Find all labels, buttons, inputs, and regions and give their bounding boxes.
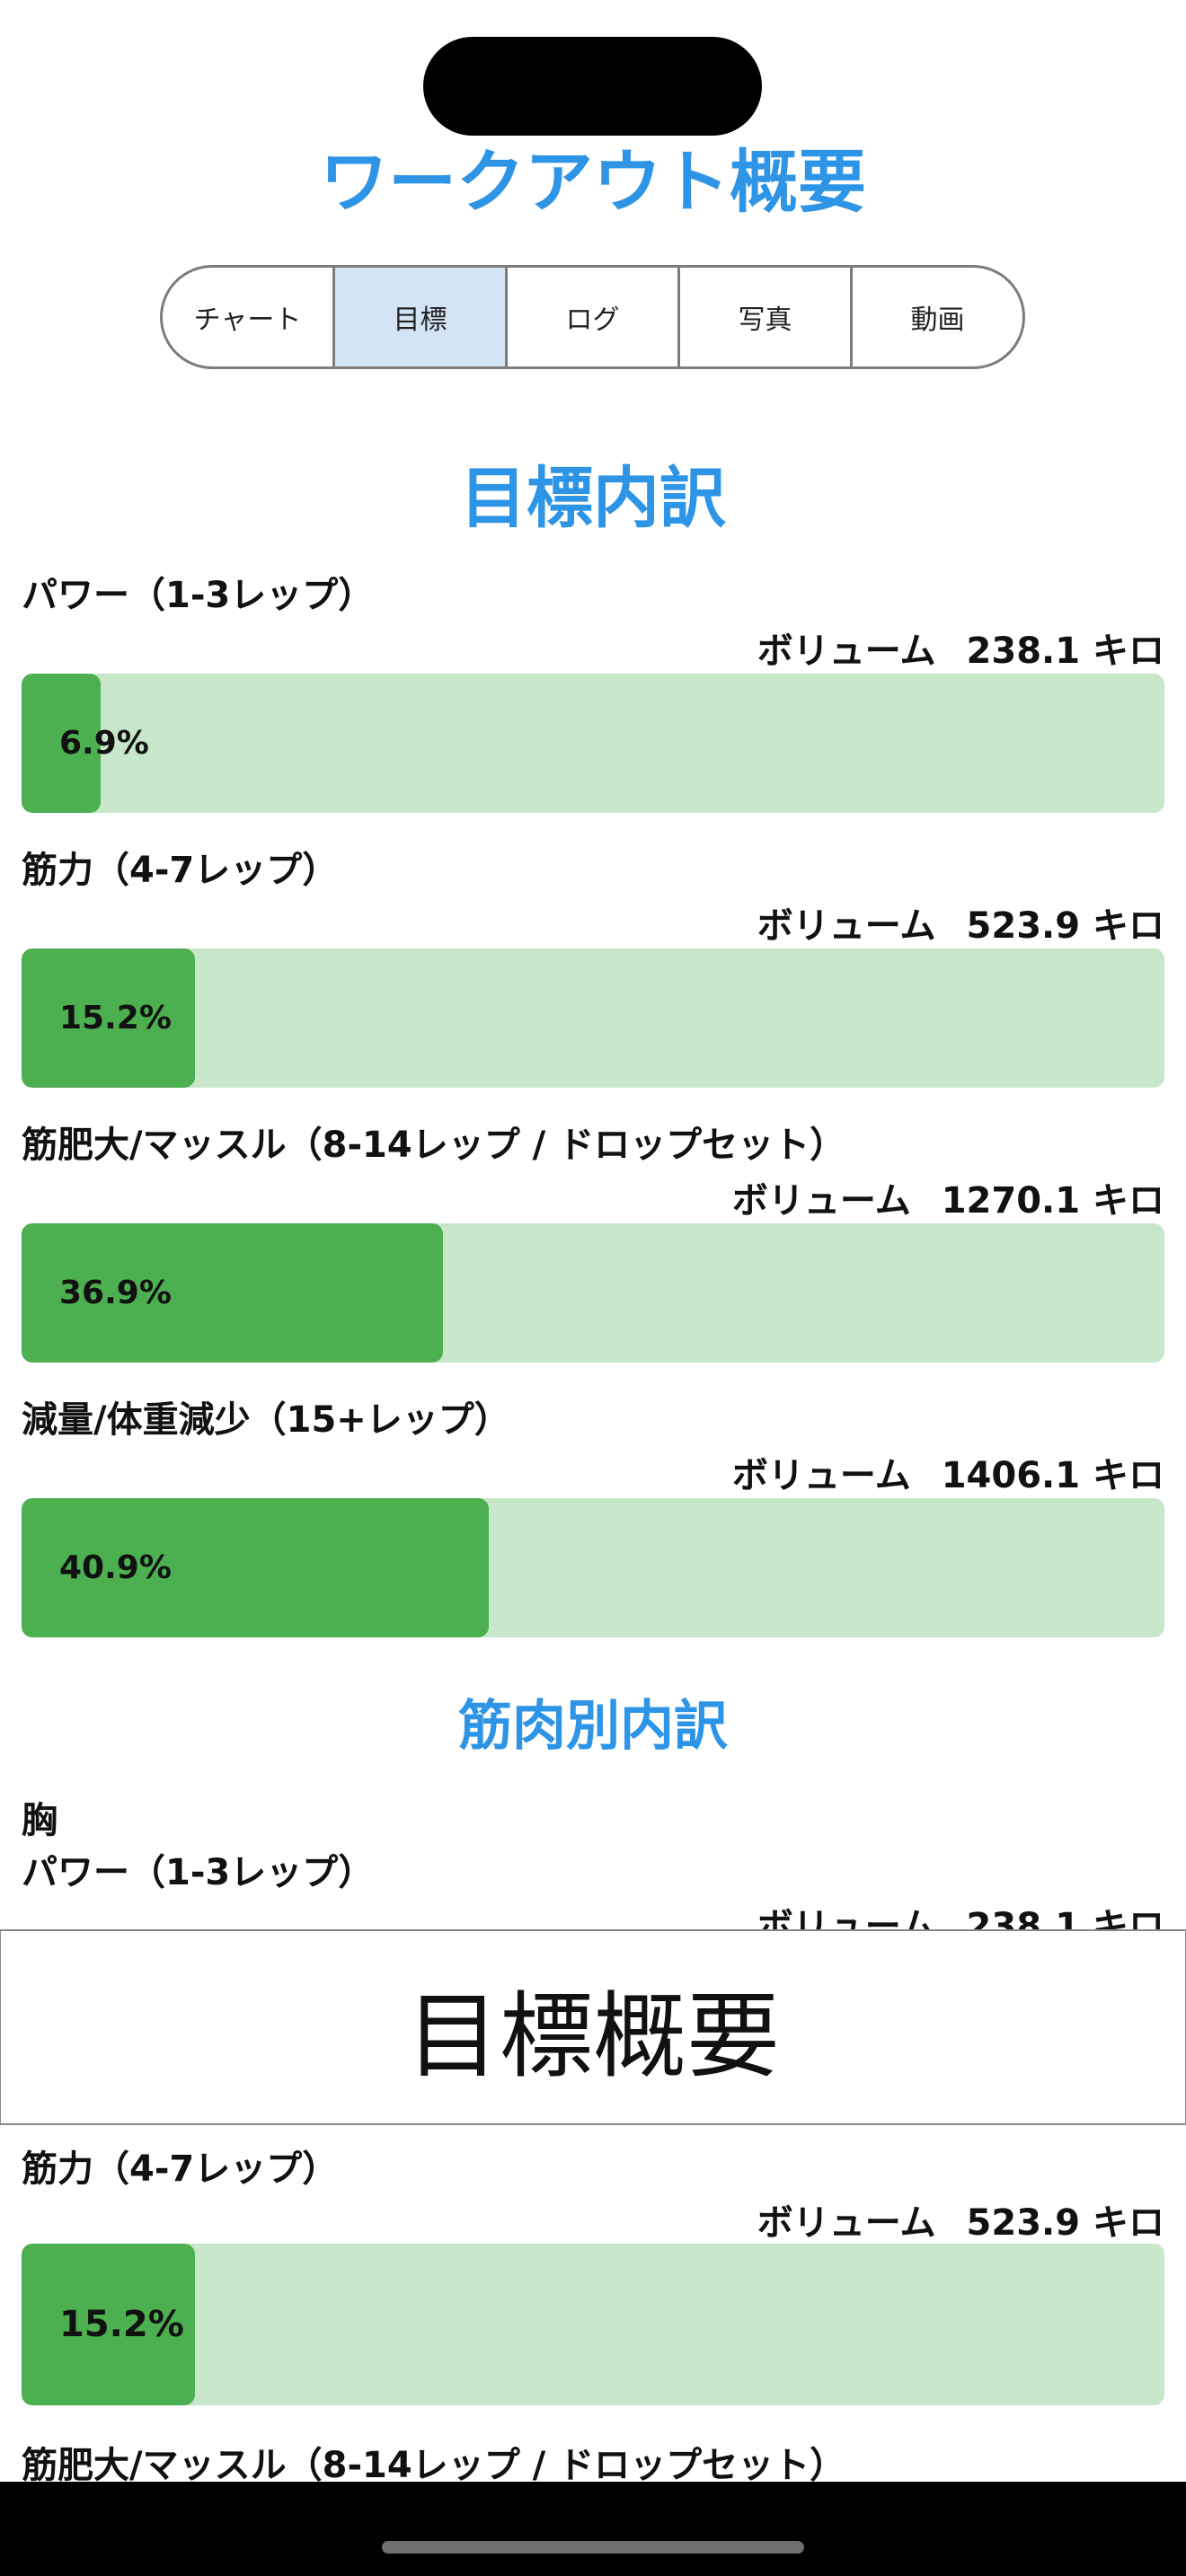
- goal-breakdown-title: 目標内訳: [460, 460, 726, 537]
- goal-volume-hypertrophy: ボリューム 1270.1 キロ: [732, 1171, 1164, 1223]
- tab-log[interactable]: ログ: [508, 268, 680, 366]
- goal-bar-percent: 15.2%: [59, 1000, 172, 1037]
- tab-goals[interactable]: 目標: [335, 268, 508, 366]
- volume-value: 238.1 キロ: [966, 631, 1164, 672]
- goal-bar-percent: 15.2%: [59, 2304, 184, 2345]
- home-indicator[interactable]: [382, 2541, 804, 2554]
- tab-videos[interactable]: 動画: [910, 304, 965, 336]
- tab-bar: チャート 目標 ログ 写真 動画: [160, 265, 1025, 369]
- goal-bar-percent: 36.9%: [59, 1275, 172, 1311]
- goal-bar-fill: [22, 2244, 196, 2405]
- tab-chart[interactable]: チャート: [163, 268, 335, 366]
- goal-volume-power: ボリューム 238.1 キロ: [757, 622, 1164, 674]
- goal-volume-weight-loss: ボリューム 1406.1 キロ: [732, 1446, 1164, 1498]
- goal-bar-fill: [22, 1498, 490, 1637]
- goal-label-strength: 筋力（4-7レップ）: [22, 850, 339, 891]
- muscle-goal-volume-strength: ボリューム 523.9 キロ: [757, 2193, 1164, 2245]
- goal-label-weight-loss: 減量/体重減少（15+レップ）: [22, 1399, 510, 1441]
- goal-bar-percent: 6.9%: [59, 725, 149, 762]
- muscle-name: 胸: [22, 1800, 58, 1841]
- volume-value: 523.9 キロ: [966, 905, 1164, 947]
- volume-value: 523.9 キロ: [966, 2202, 1164, 2244]
- volume-label: ボリューム: [757, 2202, 936, 2244]
- volume-label: ボリューム: [757, 905, 936, 947]
- home-indicator-area: [0, 2482, 1186, 2576]
- goal-bar-power: 6.9%: [22, 674, 1164, 813]
- muscle-goal-bar-strength: 15.2%: [22, 2244, 1164, 2405]
- goal-label-power: パワー（1-3レップ）: [22, 575, 375, 616]
- dynamic-island: [423, 37, 762, 136]
- goal-bar-strength: 15.2%: [22, 948, 1164, 1088]
- muscle-goal-label-power: パワー（1-3レップ）: [22, 1852, 375, 1893]
- goal-bar-fill: [22, 948, 196, 1088]
- volume-value: 1406.1 キロ: [941, 1455, 1164, 1496]
- goal-bar-hypertrophy: 36.9%: [22, 1223, 1164, 1363]
- volume-value: 1270.1 キロ: [941, 1180, 1164, 1222]
- volume-label: ボリューム: [731, 1180, 911, 1222]
- muscle-breakdown-title: 筋肉別内訳: [458, 1695, 728, 1758]
- goal-bar-weight-loss: 40.9%: [22, 1498, 1164, 1637]
- muscle-goal-label-hypertrophy: 筋肥大/マッスル（8-14レップ / ドロップセット）: [22, 2445, 846, 2486]
- tab-photos[interactable]: 写真: [680, 268, 853, 366]
- goal-bar-fill: [22, 674, 101, 813]
- goal-bar-fill: [22, 1223, 444, 1363]
- volume-label: ボリューム: [757, 631, 936, 672]
- goal-summary-overlay: 目標概要: [0, 1929, 1186, 2125]
- goal-volume-strength: ボリューム 523.9 キロ: [757, 896, 1164, 948]
- goal-label-hypertrophy: 筋肥大/マッスル（8-14レップ / ドロップセット）: [22, 1125, 846, 1166]
- goal-bar-percent: 40.9%: [59, 1549, 172, 1586]
- volume-label: ボリューム: [731, 1455, 911, 1496]
- muscle-goal-label-strength: 筋力（4-7レップ）: [22, 2148, 339, 2190]
- page-title: ワークアウト概要: [320, 142, 866, 222]
